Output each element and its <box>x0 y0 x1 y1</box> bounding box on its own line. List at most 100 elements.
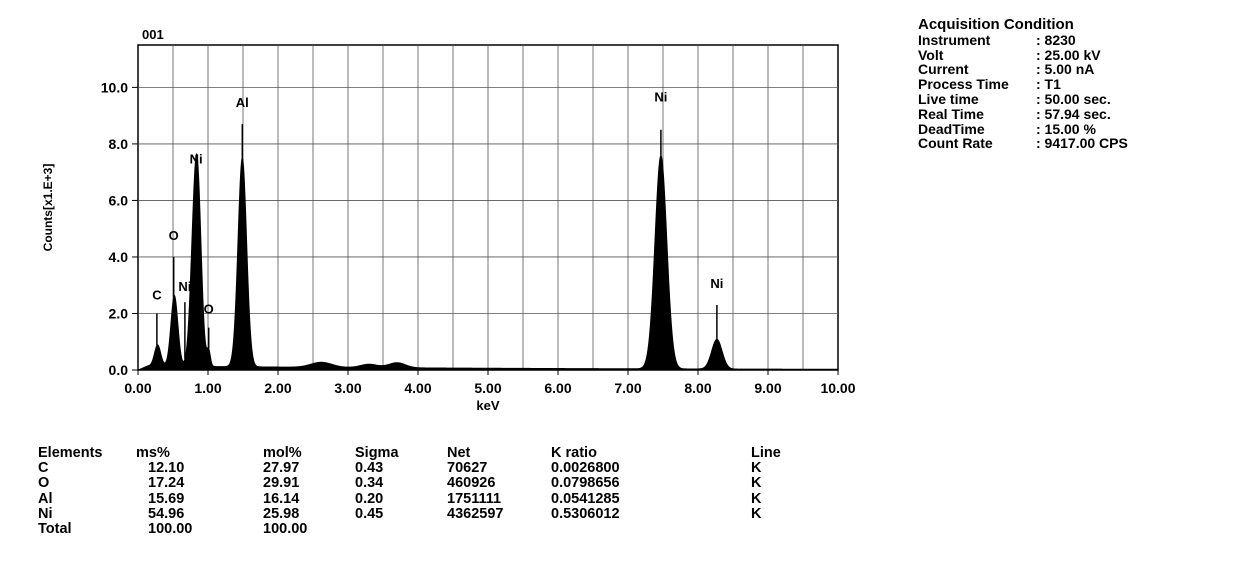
results-cell: 0.0798656 <box>551 475 620 492</box>
results-cell: K <box>751 490 762 507</box>
acquisition-row: Volt : 25.00 kV <box>918 46 1128 63</box>
acquisition-value: : 25.00 kV <box>1036 46 1101 63</box>
results-cell: K <box>751 460 762 477</box>
y-tick-label: 8.0 <box>109 136 129 152</box>
peak-label: Ni <box>710 276 723 291</box>
results-cell: K <box>751 505 762 522</box>
spectrum-series <box>137 153 839 371</box>
x-tick-label: 1.00 <box>194 380 221 396</box>
acquisition-key: Current <box>918 61 969 78</box>
results-header-cell: ms% <box>136 445 170 461</box>
acquisition-title: Acquisition Condition <box>918 16 1074 33</box>
acquisition-row: Process Time : T1 <box>918 77 1128 92</box>
x-axis-label: keV <box>476 398 499 413</box>
acquisition-value: : 8230 <box>1036 31 1076 48</box>
results-header-row: Elements ms% mol% Sigma Net K ratio Line <box>38 445 801 461</box>
results-cell <box>355 522 447 537</box>
results-total-row: Total 100.00 100.00 <box>38 521 801 538</box>
acquisition-key: Process Time <box>918 76 1009 93</box>
x-tick-label: 2.00 <box>264 380 291 396</box>
y-axis-label: Counts[x1.E+3] <box>41 164 55 252</box>
acquisition-value: : 9417.00 CPS <box>1036 135 1128 152</box>
results-cell: 0.0026800 <box>551 460 620 477</box>
x-tick-label: 6.00 <box>544 380 571 396</box>
acquisition-row: Instrument : 8230 <box>918 31 1128 48</box>
results-table: Elements ms% mol% Sigma Net K ratio Line C 12.1… <box>38 445 801 538</box>
acquisition-row: DeadTime : 15.00 % <box>918 120 1128 137</box>
results-header-cell: K ratio <box>551 445 597 461</box>
results-row: C 12.10 27.97 0.43 70627 0.0026800 K <box>38 461 801 476</box>
results-row: O 17.24 29.91 0.34 460926 0.0798656 K <box>38 476 801 491</box>
acquisition-row: Current : 5.00 nA <box>918 62 1128 77</box>
acquisition-key: DeadTime <box>918 120 985 137</box>
acquisition-key: Live time <box>918 90 979 107</box>
results-cell: 25.98 <box>263 505 300 522</box>
results-cell: 15.69 <box>148 490 185 507</box>
results-cell: K <box>751 475 762 492</box>
peak-label: C <box>152 287 162 302</box>
results-cell: 100.00 <box>148 521 193 538</box>
results-cell: 0.45 <box>355 505 384 522</box>
results-cell: 0.0541285 <box>551 490 620 507</box>
results-header-cell: Elements <box>38 445 103 461</box>
results-cell: 100.00 <box>263 521 308 538</box>
acquisition-value: : 5.00 nA <box>1036 61 1095 78</box>
results-cell: 70627 <box>447 460 488 477</box>
results-header-cell: Net <box>447 445 471 461</box>
acquisition-key: Volt <box>918 46 944 63</box>
results-cell: O <box>38 475 50 492</box>
x-tick-label: 10.00 <box>820 380 855 396</box>
results-header-cell: Sigma <box>355 445 399 461</box>
results-cell <box>551 522 751 537</box>
acquisition-value: : 57.94 sec. <box>1036 105 1111 122</box>
acquisition-condition-panel: Acquisition Condition Instrument: 8230 Vo… <box>918 16 1128 151</box>
results-row: Al 15.69 16.14 0.20 1751111 0.0541285 K <box>38 490 801 507</box>
peak-label: Ni <box>178 279 191 294</box>
results-cell <box>751 522 801 537</box>
results-cell: 4362597 <box>447 505 504 522</box>
results-cell: 0.20 <box>355 490 384 507</box>
acquisition-row: Count Rate : 9417.00 CPS <box>918 136 1128 151</box>
chart-title: 001 <box>142 27 164 42</box>
results-cell: C <box>38 460 49 477</box>
results-cell: 12.10 <box>148 460 185 477</box>
results-cell <box>447 522 551 537</box>
results-cell: 54.96 <box>148 505 185 522</box>
x-tick-label: 3.00 <box>334 380 361 396</box>
peak-label: Ni <box>654 90 667 105</box>
y-tick-label: 10.0 <box>101 79 128 95</box>
peak-label: O <box>169 228 179 243</box>
results-cell: Al <box>38 490 53 507</box>
x-tick-label: 7.00 <box>614 380 641 396</box>
x-tick-label: 9.00 <box>754 380 781 396</box>
acquisition-key: Count Rate <box>918 135 993 152</box>
results-header-cell: mol% <box>263 445 302 461</box>
acquisition-key: Real Time <box>918 105 984 122</box>
results-cell: 29.91 <box>263 475 300 492</box>
y-tick-label: 2.0 <box>109 305 129 321</box>
y-tick-label: 4.0 <box>109 249 129 265</box>
acquisition-row: Live time : 50.00 sec. <box>918 92 1128 107</box>
peak-label: O <box>204 301 214 316</box>
results-row: Ni 54.96 25.98 0.45 4362597 0.5306012 K <box>38 505 801 522</box>
x-tick-label: 0.00 <box>124 380 151 396</box>
x-tick-label: 8.00 <box>684 380 711 396</box>
acquisition-value: : T1 <box>1036 76 1061 93</box>
results-cell: 1751111 <box>447 490 502 507</box>
acquisition-row: Real Time : 57.94 sec. <box>918 105 1128 122</box>
x-tick-label: 4.00 <box>404 380 431 396</box>
results-header-cell: Line <box>751 445 781 461</box>
acquisition-value: : 50.00 sec. <box>1036 90 1111 107</box>
results-cell: 27.97 <box>263 460 300 477</box>
acquisition-value: : 15.00 % <box>1036 120 1096 137</box>
results-cell: 0.43 <box>355 460 384 477</box>
acquisition-key: Instrument <box>918 31 991 48</box>
results-cell: Ni <box>38 505 53 522</box>
results-cell: 16.14 <box>263 490 300 507</box>
peak-label: Al <box>236 95 249 110</box>
peak-label: Ni <box>190 152 203 167</box>
results-cell: 460926 <box>447 475 496 492</box>
results-cell: 17.24 <box>148 475 185 492</box>
results-cell: 0.34 <box>355 475 384 492</box>
